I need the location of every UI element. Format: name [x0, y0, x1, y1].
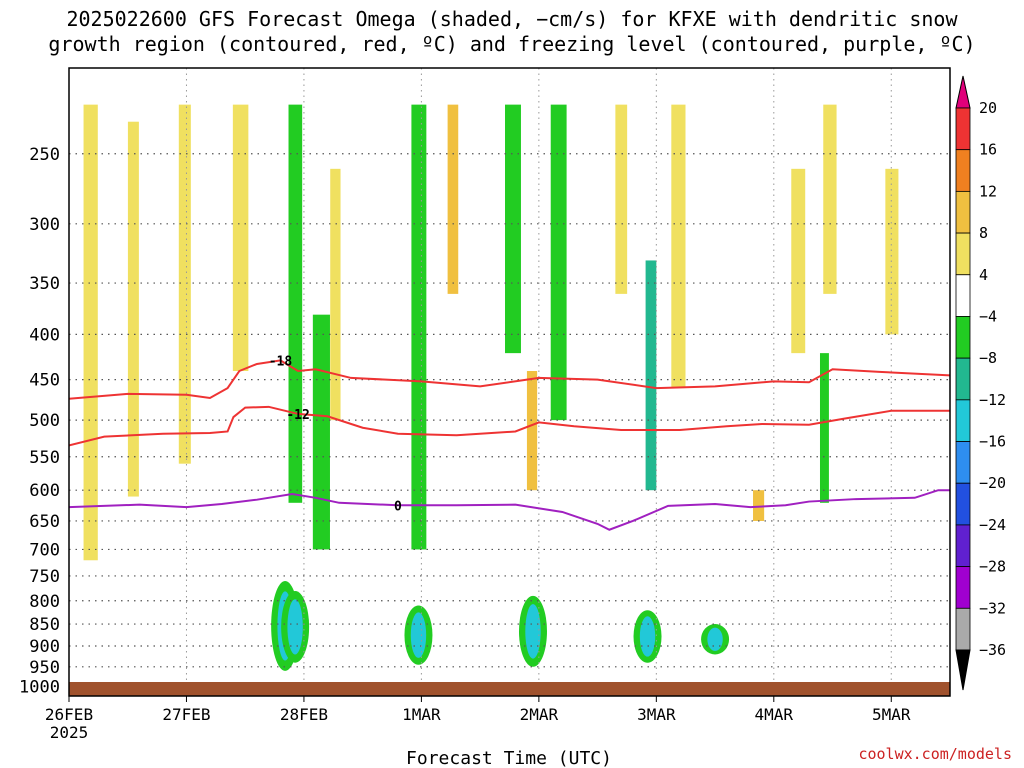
omega-cell [819, 353, 829, 503]
x-tick-label: 2MAR [520, 705, 559, 724]
omega-cell [526, 371, 538, 491]
y-tick-label: 850 [29, 615, 60, 635]
x-tick-label: 26FEB [45, 705, 93, 724]
colorbar-swatch [955, 107, 971, 151]
colorbar-label: 12 [979, 182, 997, 200]
colorbar-label: −8 [979, 349, 997, 367]
omega-cell [823, 104, 837, 294]
colorbar-swatch [955, 232, 971, 276]
x-tick-label: 1MAR [402, 705, 441, 724]
omega-cell [178, 104, 191, 464]
uplift-core [287, 599, 303, 655]
x-tick-label: 4MAR [755, 705, 794, 724]
x-tick-label: 27FEB [162, 705, 210, 724]
y-tick-label: 300 [29, 215, 60, 235]
colorbar-label: −20 [979, 474, 1006, 492]
y-tick-label: 750 [29, 567, 60, 587]
colorbar-swatch [955, 607, 971, 651]
y-tick-label: 350 [29, 274, 60, 294]
contour-line [69, 359, 950, 400]
x-axis: 26FEB 27FEB 28FEB 1MAR 2MAR 3MAR 4MAR 5MAR [45, 696, 911, 724]
colorbar-swatch [955, 149, 971, 192]
y-tick-label: 600 [29, 481, 60, 501]
colorbar-swatch [955, 399, 971, 442]
x-tick-label: 5MAR [872, 705, 911, 724]
contour-label: -18 [269, 354, 293, 369]
colorbar-swatch [955, 316, 971, 359]
y-tick-label: 900 [29, 637, 60, 657]
contour-label: -12 [286, 408, 309, 423]
omega-cell [411, 104, 427, 550]
x-year-label: 2025 [50, 723, 89, 742]
omega-cell [505, 104, 521, 354]
colorbar-label: 4 [979, 266, 988, 284]
omega-cell [83, 104, 98, 561]
omega-cell [615, 104, 628, 294]
y-tick-label: 650 [29, 512, 60, 532]
x-tick-label: 3MAR [637, 705, 676, 724]
omega-cell [791, 168, 806, 354]
y-tick-label: 950 [29, 658, 60, 678]
colorbar-label: 20 [979, 99, 997, 117]
y-axis: 2503003504004505005506006507007508008509… [19, 145, 60, 698]
omega-cell [885, 168, 899, 335]
colorbar-label: 8 [979, 224, 988, 242]
omega-cell [753, 490, 765, 521]
y-tick-label: 550 [29, 448, 60, 468]
colorbar-swatch [955, 482, 971, 526]
credit-text: coolwx.com/models [858, 745, 1012, 763]
x-tick-label: 28FEB [280, 705, 328, 724]
contour-line [69, 489, 950, 531]
omega-cell [447, 104, 459, 294]
omega-cell [312, 314, 330, 550]
uplift-core [525, 604, 541, 659]
contour-lines: -18 -12 0 [69, 354, 950, 531]
colorbar-label: −12 [979, 391, 1006, 409]
colorbar-label: −36 [979, 641, 1006, 659]
chart-title-line-1: 2025022600 GFS Forecast Omega (shaded, −… [66, 7, 958, 31]
y-tick-label: 800 [29, 592, 60, 612]
uplift-core [639, 616, 656, 657]
y-tick-label: 450 [29, 371, 60, 391]
colorbar: 20 16 12 8 4 −4 −8 −12 −16 −20 −24 −28 −32 −36 [955, 75, 1006, 691]
omega-cell [645, 260, 657, 491]
omega-cell [232, 104, 249, 372]
contour-line [69, 405, 950, 447]
colorbar-label: −24 [979, 516, 1006, 534]
colorbar-label: −16 [979, 433, 1006, 451]
chart-title-line-2: growth region (contoured, red, ºC) and f… [48, 32, 975, 56]
colorbar-swatch [955, 566, 971, 609]
colorbar-swatch [955, 190, 971, 234]
plot-frame [68, 67, 951, 697]
omega-cell [288, 104, 303, 503]
colorbar-label: −32 [979, 599, 1006, 617]
colorbar-swatch [955, 274, 971, 317]
omega-cell [671, 104, 686, 389]
omega-cell [127, 121, 139, 497]
x-axis-title: Forecast Time (UTC) [406, 748, 612, 768]
colorbar-label: 16 [979, 141, 997, 159]
uplift-core [707, 627, 723, 651]
colorbar-swatch [955, 524, 971, 568]
uplift-core [410, 612, 427, 658]
omega-cell [330, 168, 341, 421]
ground-bar [69, 682, 950, 696]
y-tick-label: 700 [29, 540, 60, 560]
y-tick-label: 400 [29, 325, 60, 345]
y-tick-label: 500 [29, 411, 60, 431]
colorbar-swatch [955, 441, 971, 484]
omega-cell [550, 104, 567, 421]
y-tick-label: 1000 [19, 678, 60, 698]
contour-label: 0 [394, 499, 402, 514]
colorbar-label: −28 [979, 558, 1006, 576]
colorbar-swatch [955, 357, 971, 401]
colorbar-label: −4 [979, 307, 997, 325]
colorbar-top-triangle [955, 75, 971, 109]
colorbar-bottom-triangle [955, 649, 971, 691]
y-tick-label: 250 [29, 145, 60, 165]
